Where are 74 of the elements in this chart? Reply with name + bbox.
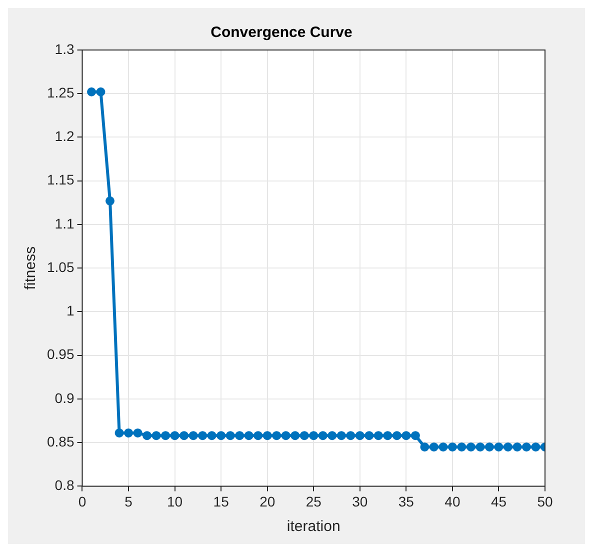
point — [142, 431, 152, 440]
point — [512, 442, 522, 452]
point — [180, 431, 189, 440]
point — [281, 431, 290, 440]
y-tick-label: 1 — [66, 302, 74, 319]
point — [484, 442, 494, 452]
x-tick-label: 25 — [306, 493, 322, 510]
y-tick-label: 1.25 — [47, 84, 74, 100]
point — [328, 431, 337, 440]
point — [124, 428, 134, 438]
point — [531, 442, 540, 452]
point — [170, 431, 180, 440]
x-tick-label: 50 — [537, 493, 553, 510]
x-tick-label: 10 — [167, 493, 183, 510]
point — [392, 431, 402, 440]
point — [216, 431, 226, 440]
point — [410, 431, 420, 440]
point — [438, 442, 448, 452]
point — [188, 431, 198, 440]
point — [114, 428, 124, 438]
point — [420, 442, 430, 452]
point — [254, 431, 263, 440]
y-tick-label: 1.15 — [47, 172, 74, 188]
x-tick-label: 15 — [213, 493, 230, 510]
x-tick-label: 5 — [124, 493, 133, 510]
point — [235, 431, 244, 440]
x-axis-title: iteration — [286, 518, 340, 536]
y-tick-label: 0.9 — [54, 390, 74, 406]
y-tick-label: 1.05 — [47, 258, 74, 275]
point — [262, 431, 272, 440]
x-tick-label: 35 — [398, 493, 414, 510]
x-tick-label: 0 — [78, 493, 86, 510]
point — [96, 87, 106, 96]
x-tick-label: 40 — [444, 493, 460, 510]
point — [374, 431, 383, 440]
point — [87, 87, 96, 96]
point — [466, 442, 476, 452]
y-tick-label: 1.2 — [54, 128, 74, 144]
point — [346, 431, 356, 440]
point — [300, 431, 309, 440]
x-tick-label: 30 — [352, 493, 368, 510]
point — [457, 442, 466, 452]
chart-title: Convergence Curve — [210, 24, 352, 42]
y-axis-title: fitness — [22, 246, 40, 290]
point — [522, 442, 531, 452]
point — [272, 431, 282, 440]
point — [207, 431, 216, 440]
x-tick-label: 45 — [490, 493, 507, 510]
point — [448, 442, 457, 452]
point — [383, 431, 392, 440]
point — [152, 431, 161, 440]
point — [226, 431, 235, 440]
x-tick-label: 20 — [260, 493, 276, 510]
y-tick-label: 0.8 — [54, 477, 74, 494]
y-tick-label: 0.85 — [47, 433, 74, 450]
point — [244, 431, 254, 440]
y-tick-label: 0.95 — [47, 346, 74, 362]
point — [318, 431, 328, 440]
point — [355, 431, 364, 440]
point — [429, 442, 438, 452]
point — [494, 442, 504, 452]
y-tick-label: 1.1 — [54, 215, 74, 232]
point — [161, 431, 170, 440]
point — [503, 442, 512, 452]
point — [106, 196, 115, 206]
point — [198, 431, 208, 440]
y-tick-label: 1.3 — [54, 40, 74, 57]
point — [336, 431, 346, 440]
point — [290, 431, 300, 440]
point — [133, 428, 142, 438]
point — [476, 442, 485, 452]
point — [364, 431, 374, 440]
point — [309, 431, 318, 440]
point — [402, 431, 411, 440]
